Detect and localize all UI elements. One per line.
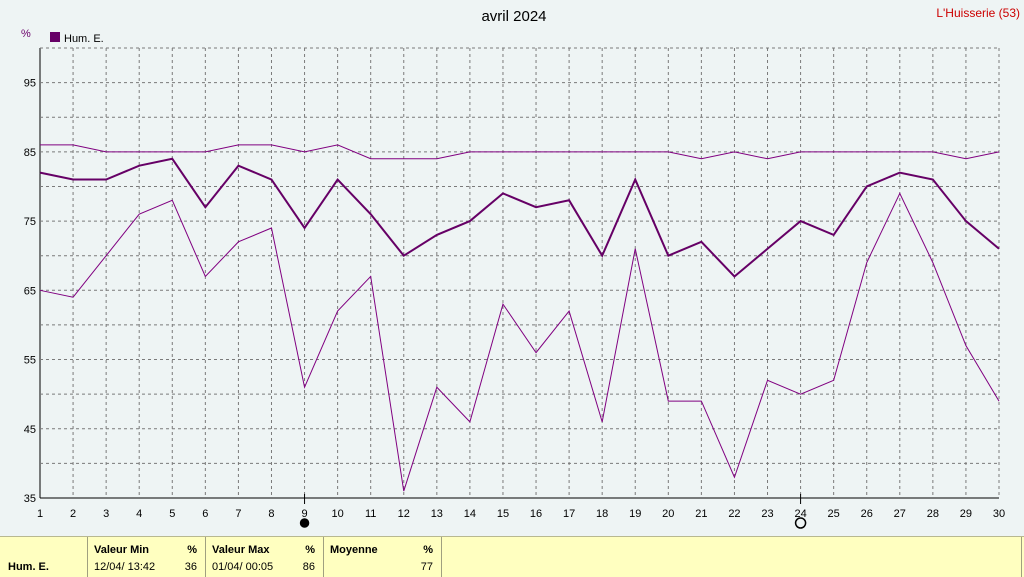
y-tick-label: 65 xyxy=(24,285,36,297)
stats-empty-cell xyxy=(442,537,1022,577)
x-tick-label: 19 xyxy=(629,508,641,520)
stats-mean-cell: Moyenne % 77 xyxy=(324,537,442,577)
x-tick-label: 8 xyxy=(268,508,274,520)
chart-title: avril 2024 xyxy=(481,8,546,25)
min-unit: % xyxy=(187,544,197,556)
x-tick-label: 6 xyxy=(202,508,208,520)
new-moon-icon xyxy=(299,518,310,528)
max-unit: % xyxy=(305,544,315,556)
x-tick-label: 9 xyxy=(301,508,307,520)
x-tick-label: 5 xyxy=(169,508,175,520)
x-tick-label: 1 xyxy=(37,508,43,520)
max-header: Valeur Max xyxy=(212,544,270,556)
x-tick-label: 30 xyxy=(993,508,1005,520)
y-tick-label: 95 xyxy=(24,78,36,90)
x-tick-label: 13 xyxy=(431,508,443,520)
series-line-min xyxy=(39,192,1000,492)
x-tick-label: 16 xyxy=(530,508,542,520)
series-line-mean xyxy=(39,157,1000,278)
x-tick-label: 27 xyxy=(894,508,906,520)
x-tick-label: 14 xyxy=(464,508,476,520)
chart: avril 2024 L'Huisserie (53) % Hum. E. 35… xyxy=(21,6,1020,529)
x-tick-label: 3 xyxy=(103,508,109,520)
series-line-max xyxy=(40,144,1000,160)
x-tick-label: 23 xyxy=(761,508,773,520)
x-tick-label: 21 xyxy=(695,508,707,520)
max-date: 01/04/ 00:05 xyxy=(212,561,274,573)
stats-max-cell: Valeur Max % 01/04/ 00:05 86 xyxy=(206,537,324,577)
stats-row-label: Hum. E. xyxy=(8,561,49,573)
y-tick-label: 75 xyxy=(24,216,36,228)
x-tick-label: 15 xyxy=(497,508,509,520)
x-tick-label: 10 xyxy=(331,508,343,520)
mean-unit: % xyxy=(423,544,433,556)
legend-swatch xyxy=(50,32,60,42)
x-tick-label: 18 xyxy=(596,508,608,520)
x-tick-label: 20 xyxy=(662,508,674,520)
x-tick-label: 28 xyxy=(927,508,939,520)
x-tick-label: 25 xyxy=(828,508,840,520)
y-tick-label: 85 xyxy=(24,147,36,159)
x-tick-label: 7 xyxy=(235,508,241,520)
x-tick-label: 2 xyxy=(70,508,76,520)
mean-header: Moyenne xyxy=(330,544,378,556)
x-tick-label: 22 xyxy=(728,508,740,520)
min-header: Valeur Min xyxy=(94,544,150,556)
station-name: L'Huisserie (53) xyxy=(936,6,1020,20)
min-date: 12/04/ 13:42 xyxy=(94,561,156,573)
y-tick-label: 55 xyxy=(24,355,36,367)
stats-row-label-cell: Hum. E. xyxy=(0,537,88,577)
x-tick-label: 26 xyxy=(861,508,873,520)
x-tick-label: 12 xyxy=(398,508,410,520)
x-tick-label: 24 xyxy=(794,508,806,520)
min-value: 36 xyxy=(184,561,197,573)
x-tick-label: 11 xyxy=(365,508,376,520)
full-moon-icon xyxy=(794,517,807,529)
legend-label: Hum. E. xyxy=(64,33,104,45)
x-tick-label: 17 xyxy=(563,508,575,520)
y-unit: % xyxy=(21,28,31,40)
mean-value: 77 xyxy=(420,561,433,573)
x-tick-label: 29 xyxy=(960,508,972,520)
y-tick-label: 35 xyxy=(24,493,36,505)
y-tick-label: 45 xyxy=(24,424,36,436)
x-tick-label: 4 xyxy=(136,508,142,520)
stats-min-cell: Valeur Min % 12/04/ 13:42 36 xyxy=(88,537,206,577)
max-value: 86 xyxy=(302,561,315,573)
stats-panel: Hum. E. Valeur Min % 12/04/ 13:42 36 Val… xyxy=(0,536,1024,577)
